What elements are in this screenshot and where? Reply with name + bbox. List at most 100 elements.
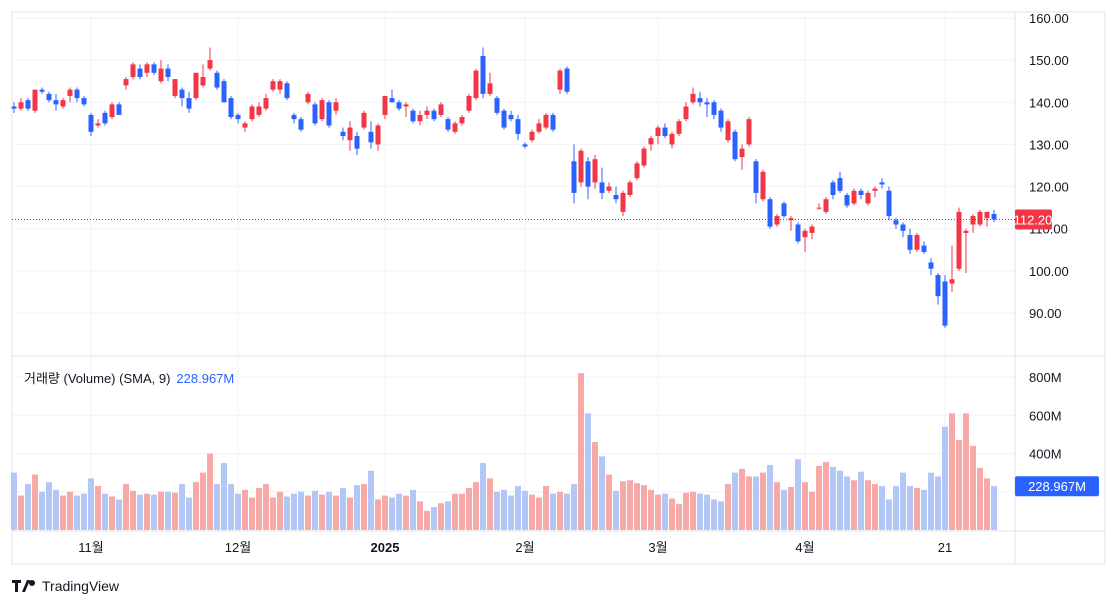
candle-body	[683, 106, 689, 120]
candle-body	[312, 104, 318, 124]
volume-bar	[984, 478, 990, 530]
volume-bar	[459, 493, 465, 530]
volume-bar	[102, 493, 108, 530]
candle-body	[445, 119, 451, 130]
volume-bar	[739, 468, 745, 530]
volume-bar	[270, 497, 276, 530]
candle-body	[697, 98, 703, 103]
candle-body	[529, 131, 535, 141]
volume-bar	[88, 478, 94, 530]
volume-bar	[893, 486, 899, 530]
candle-body	[361, 112, 367, 128]
candle-body	[753, 161, 759, 193]
volume-bar	[74, 495, 80, 530]
volume-bar	[214, 484, 220, 530]
volume-bar	[60, 495, 66, 530]
candle-body	[235, 114, 241, 120]
tradingview-wordmark: TradingView	[42, 578, 120, 594]
candle-body	[620, 192, 626, 212]
candle-body	[641, 148, 647, 166]
candle-body	[809, 226, 815, 233]
candle-body	[270, 81, 276, 90]
candle-body	[74, 89, 80, 99]
candle-body	[424, 110, 430, 115]
candle-body	[256, 106, 262, 115]
volume-bar	[354, 485, 360, 530]
price-tick-label: 160.00	[1029, 11, 1069, 26]
volume-bar	[298, 491, 304, 530]
volume-bar	[949, 413, 955, 530]
candle-body	[543, 114, 549, 128]
volume-bar	[333, 495, 339, 530]
price-tick-label: 140.00	[1029, 95, 1069, 110]
volume-bar	[228, 484, 234, 530]
candle-body	[53, 100, 59, 105]
candle-body	[487, 83, 493, 94]
volume-bar	[382, 495, 388, 530]
candle-body	[228, 98, 234, 118]
volume-bar	[109, 496, 115, 530]
candle-body	[879, 182, 885, 185]
candle-body	[389, 98, 395, 103]
candle-body	[137, 68, 143, 77]
volume-bar	[963, 413, 969, 530]
volume-bar	[900, 472, 906, 530]
candle-body	[18, 102, 24, 109]
candle-body	[109, 104, 115, 118]
candle-body	[81, 98, 87, 105]
volume-bar	[837, 470, 843, 530]
time-tick-label: 21	[938, 540, 952, 555]
time-tick-label: 2025	[371, 540, 400, 555]
candle-body	[858, 190, 864, 195]
volume-bar	[879, 486, 885, 530]
candle-body	[102, 112, 108, 124]
volume-bar	[802, 482, 808, 530]
volume-bar	[676, 504, 682, 530]
volume-bar	[403, 495, 409, 530]
candle-body	[333, 102, 339, 111]
candle-body	[802, 230, 808, 238]
candle-body	[144, 64, 150, 73]
price-tick-label: 100.00	[1029, 264, 1069, 279]
candle-body	[130, 64, 136, 77]
candle-body	[158, 68, 164, 82]
volume-bar	[571, 484, 577, 530]
volume-bar	[823, 462, 829, 530]
candle-body	[242, 123, 248, 128]
volume-bar	[249, 497, 255, 530]
candle-body	[291, 114, 297, 120]
candle-body	[382, 95, 388, 115]
candle-body	[123, 79, 129, 86]
candle-body	[690, 93, 696, 103]
volume-bar	[452, 493, 458, 530]
volume-legend-sma-value: 228.967M	[176, 371, 235, 386]
tradingview-brand[interactable]: TradingView	[12, 578, 119, 594]
candle-body	[494, 98, 500, 113]
volume-bar	[809, 491, 815, 530]
candle-body	[676, 121, 682, 134]
candle-body	[732, 131, 738, 160]
candle-body	[354, 136, 360, 149]
volume-legend[interactable]: 거래량 (Volume) (SMA, 9) 228.967M	[24, 368, 234, 387]
volume-bar	[186, 497, 192, 530]
candle-body	[837, 178, 843, 191]
volume-bar	[991, 486, 997, 530]
volume-bar	[340, 487, 346, 530]
candle-body	[368, 131, 374, 143]
volume-bar	[158, 491, 164, 530]
candle-body	[921, 245, 927, 252]
last-price-badge	[1015, 209, 1052, 230]
volume-bar	[67, 491, 73, 530]
candle-body	[746, 119, 752, 145]
volume-bar	[200, 472, 206, 530]
candle-body	[963, 230, 969, 233]
volume-bar	[907, 486, 913, 530]
volume-bar	[389, 497, 395, 530]
candle-body	[830, 182, 836, 195]
price-tick-label: 90.00	[1029, 306, 1062, 321]
volume-bar	[410, 489, 416, 530]
candle-body	[557, 70, 563, 90]
volume-bar	[746, 476, 752, 530]
candle-body	[634, 163, 640, 179]
